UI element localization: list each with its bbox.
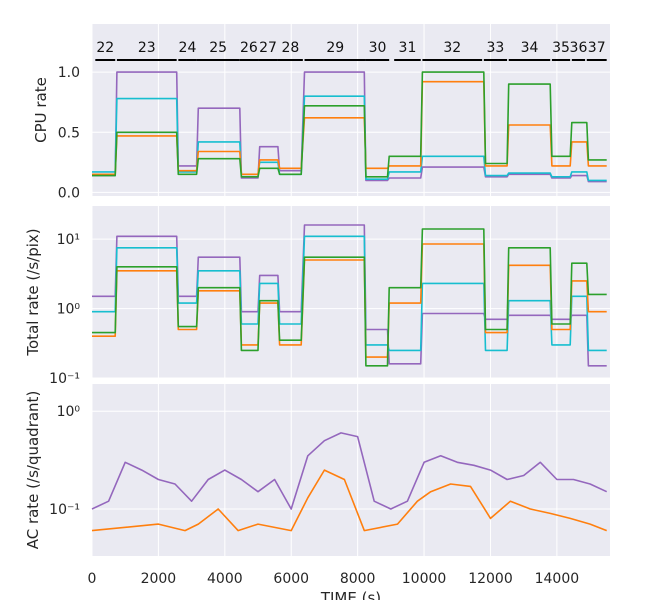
total-rate-y-tick-label: 10¹ <box>57 232 80 248</box>
cpu-rate-panel: 22 23 24 25 26 27 28 29 30 31 32 33 34 35 36 37 0.0 0.5 1… <box>32 24 610 201</box>
total-rate-series-green <box>92 228 607 367</box>
time-x-tick-labels: 0 2000 4000 6000 8000 10000 12000 14000 <box>88 571 580 587</box>
total-rate-plot-area <box>92 206 610 378</box>
segment-label: 34 <box>521 40 539 56</box>
total-rate-y-axis-label: Total rate (/s/pix) <box>24 228 42 356</box>
cpu-rate-y-tick-label: 0.0 <box>58 185 80 201</box>
time-x-tick-label: 4000 <box>207 571 243 587</box>
cpu-rate-y-tick-labels: 0.0 0.5 1.0 <box>58 65 80 201</box>
time-x-axis-label: TIME (s) <box>320 589 381 600</box>
total-rate-y-tick-labels: 10⁻¹ 10⁰ 10¹ <box>49 232 80 387</box>
ac-rate-series-purple <box>91 432 608 510</box>
total-rate-y-tick-label: 10⁻¹ <box>49 371 80 387</box>
ac-rate-y-tick-labels: 10⁻¹ 10⁰ <box>49 404 80 518</box>
segment-label: 35 <box>552 40 570 56</box>
total-rate-panel: 10⁻¹ 10⁰ 10¹ Total rate (/s/pix) <box>24 206 610 387</box>
cpu-rate-y-axis-label: CPU rate <box>32 77 50 143</box>
segment-label: 23 <box>138 40 156 56</box>
cpu-rate-series <box>92 71 607 183</box>
segment-label: 26 <box>240 40 258 56</box>
ac-rate-y-tick-label: 10⁰ <box>57 404 81 420</box>
cpu-rate-series-green <box>92 71 607 178</box>
time-x-tick-label: 0 <box>88 571 97 587</box>
time-x-tick-label: 2000 <box>141 571 177 587</box>
ac-rate-plot-area <box>92 384 610 556</box>
segment-label: 24 <box>179 40 197 56</box>
time-x-tick-label: 10000 <box>402 571 447 587</box>
segment-label: 30 <box>369 40 387 56</box>
segment-label: 27 <box>259 40 277 56</box>
time-x-tick-label: 8000 <box>340 571 376 587</box>
cpu-rate-y-tick-label: 0.5 <box>58 125 80 141</box>
segment-label: 36 <box>570 40 588 56</box>
time-x-tick-label: 12000 <box>468 571 513 587</box>
total-rate-y-tick-label: 10⁰ <box>57 302 81 318</box>
segment-label: 22 <box>96 40 114 56</box>
segment-label: 29 <box>326 40 344 56</box>
segment-label: 32 <box>443 40 461 56</box>
ac-rate-y-axis-label: AC rate (/s/quadrant) <box>24 391 42 550</box>
ac-rate-y-tick-label: 10⁻¹ <box>49 502 80 518</box>
segment-label: 25 <box>209 40 227 56</box>
cpu-rate-y-tick-label: 1.0 <box>58 65 80 81</box>
time-x-tick-label: 14000 <box>535 571 580 587</box>
segment-label: 28 <box>281 40 299 56</box>
segment-label: 37 <box>588 40 606 56</box>
ac-rate-series <box>91 432 608 532</box>
segment-label: 33 <box>487 40 505 56</box>
ac-rate-series-orange <box>91 469 607 532</box>
ac-rate-panel: 10⁻¹ 10⁰ 0 2000 4000 6000 8000 10000 12000 14000… <box>24 384 610 600</box>
segment-labels: 22 23 24 25 26 27 28 29 30 31 32 33 34 35 36 37 <box>95 40 607 61</box>
total-rate-series <box>92 224 607 367</box>
ac-rate-gridlines <box>91 384 610 556</box>
segment-label: 31 <box>399 40 417 56</box>
time-x-tick-label: 6000 <box>273 571 309 587</box>
